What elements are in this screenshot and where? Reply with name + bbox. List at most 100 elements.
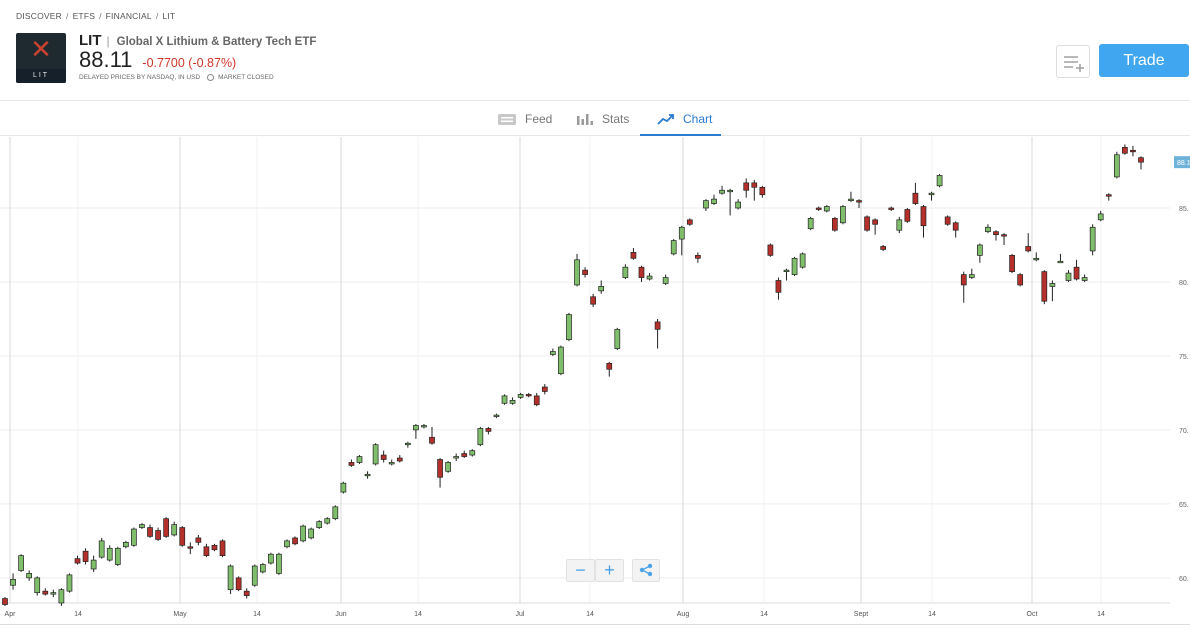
candle-body (598, 286, 605, 292)
candle-body (493, 414, 500, 417)
candle-body (558, 346, 564, 375)
candle-body (66, 574, 73, 592)
ticker-symbol: LIT (79, 32, 102, 49)
candle-body (114, 547, 121, 565)
price-chart[interactable]: 60. 65. 70. 75. 80. 85. Apr 14 May 14 Jun 14 Jul 14 Au… (0, 136, 1190, 628)
candle-body (461, 453, 468, 457)
price-change: -0.7700 (-0.87%) (142, 56, 237, 70)
candle-body (106, 547, 113, 561)
zoom-in-button[interactable]: + (595, 559, 624, 582)
candle-body (219, 540, 226, 557)
y-tick-label: 65. (1179, 502, 1189, 509)
instrument-header: DISCOVER / ETFS / FINANCIAL / LIT ✕ LIT LIT | … (0, 0, 1190, 101)
candle-body (686, 219, 693, 225)
last-price-tag (1174, 156, 1190, 169)
candle-body (268, 553, 274, 564)
candle-body (179, 527, 186, 546)
stats-icon (577, 113, 593, 125)
candle-body (332, 506, 339, 520)
feed-icon (498, 113, 516, 125)
tab-stats-label: Stats (602, 111, 630, 126)
candle-body (638, 266, 645, 278)
x-tick-label: 14 (928, 611, 936, 618)
candle-body (123, 541, 129, 548)
x-tick-label: 14 (1097, 611, 1105, 618)
logo-text: LIT (16, 69, 66, 83)
breadcrumb-financial[interactable]: FINANCIAL (105, 11, 152, 21)
breadcrumb-etfs[interactable]: ETFS (72, 11, 96, 21)
candle-body (42, 590, 49, 595)
candle-body (952, 222, 959, 231)
x-tick-label: Aug (677, 611, 690, 618)
candle-body (413, 425, 419, 431)
candle-body (743, 182, 750, 191)
candle-body (139, 524, 145, 528)
tab-stats[interactable]: Stats (576, 101, 629, 136)
candle-body (1049, 283, 1056, 287)
candle-body (767, 244, 774, 256)
x-tick-label: 14 (586, 611, 594, 618)
candle-body (566, 314, 572, 341)
candle-body (1001, 234, 1007, 237)
candle-body (823, 206, 830, 212)
candle-body (26, 573, 33, 579)
breadcrumb-current: LIT (162, 11, 176, 21)
candle-body (759, 186, 766, 196)
candle-body (1017, 274, 1023, 286)
trade-button[interactable]: Trade (1099, 44, 1189, 77)
candle-body (662, 277, 669, 284)
watchlist-add-icon (1064, 56, 1084, 72)
candle-body (396, 457, 403, 462)
candle-body (1033, 257, 1040, 261)
candle-body (872, 219, 878, 225)
candle-body (968, 274, 975, 278)
candle-body (1025, 246, 1032, 252)
share-chart-button[interactable] (632, 559, 660, 582)
x-tick-label: Oct (1027, 611, 1038, 618)
active-tab-indicator (640, 134, 721, 136)
candle-body (614, 328, 621, 349)
candle-body (670, 240, 677, 255)
candle-body (831, 218, 838, 231)
candle-body (324, 518, 331, 524)
add-to-watchlist-button[interactable] (1056, 45, 1090, 78)
candle-body (1138, 157, 1144, 163)
clock-icon (207, 74, 215, 81)
candle-body (630, 252, 637, 259)
candle-body (654, 321, 661, 330)
candle-body (131, 528, 137, 546)
candle-body (372, 444, 379, 465)
candle-body (920, 206, 927, 227)
candle-body (840, 206, 846, 224)
candle-body (582, 269, 588, 275)
tab-chart[interactable]: Chart (657, 101, 712, 136)
candle-body (864, 216, 870, 231)
candle-body (316, 521, 323, 528)
tab-feed-label: Feed (525, 111, 553, 126)
candle-body (735, 201, 742, 209)
candle-body (606, 362, 613, 370)
candle-body (243, 590, 250, 596)
candle-body (622, 266, 629, 278)
candle-body (550, 351, 556, 355)
x-tick-label: Jul (516, 611, 525, 618)
candle-body (300, 525, 306, 542)
breadcrumb-separator: / (66, 11, 69, 21)
breadcrumb-discover[interactable]: DISCOVER (16, 11, 62, 21)
candle-body (453, 456, 460, 459)
x-tick-label: 14 (760, 611, 768, 618)
candle-body (646, 275, 653, 280)
candle-body (284, 540, 290, 548)
price-info: DELAYED PRICES BY NASDAQ, IN USD MARKET … (79, 74, 274, 81)
candle-body (58, 589, 65, 604)
candle-body (904, 209, 911, 222)
candle-body (799, 253, 806, 268)
candle-body (944, 216, 951, 225)
instrument-tabs: Feed Stats Chart (0, 101, 1190, 136)
candle-body (727, 189, 733, 193)
zoom-out-button[interactable]: − (566, 559, 595, 582)
candle-body (171, 524, 178, 536)
candle-body (469, 450, 476, 456)
candle-body (775, 280, 782, 293)
tab-feed[interactable]: Feed (497, 101, 552, 136)
